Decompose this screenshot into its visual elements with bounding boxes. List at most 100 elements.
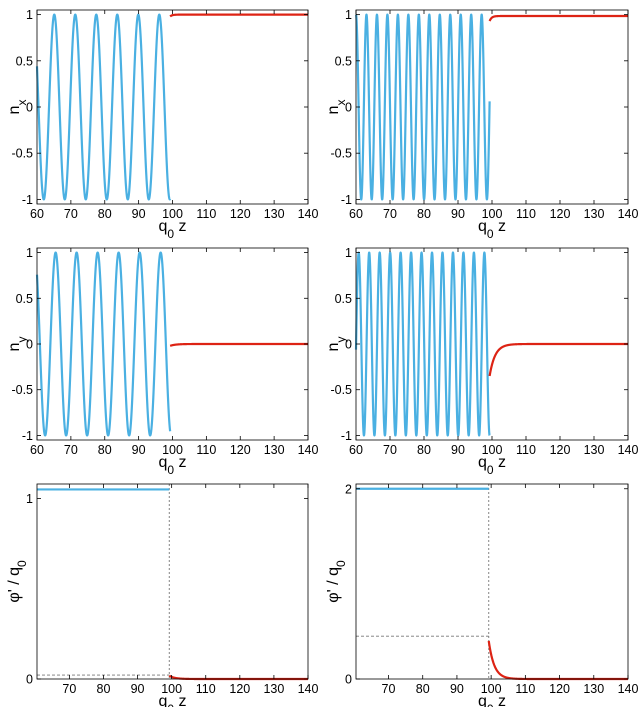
y-tick-label: -1 (341, 193, 352, 207)
y-tick-label: -0.5 (330, 383, 352, 397)
y-tick-label: -0.5 (11, 383, 33, 397)
y-tick-label: 1 (26, 492, 33, 506)
x-tick-label: 70 (382, 682, 396, 696)
x-tick-label: 90 (451, 443, 465, 457)
chart-panel-phi-left: 70 80 90 100 110 120 130 140 0 1 q0 z φ' / q0 (6, 483, 319, 707)
x-tick-label: 80 (417, 207, 431, 221)
series-line-outside (169, 342, 309, 347)
x-tick-label: 140 (298, 207, 319, 221)
x-tick-label: 60 (30, 207, 44, 221)
y-tick-label: 0 (26, 673, 33, 687)
x-tick-label: 100 (162, 443, 183, 457)
chart-panel-ny-left: 60 70 80 90 100 110 120 130 140 -1 -0.5 0 0.5 1 q0 z ny (6, 246, 318, 477)
plot-frame (355, 483, 629, 680)
y-tick-label: 0 (345, 338, 352, 352)
y-axis-label: φ' / q0 (325, 560, 348, 603)
x-tick-label: 80 (98, 207, 112, 221)
x-tick-label: 100 (481, 682, 502, 696)
y-tick-label: 0 (345, 673, 352, 687)
series-line-outside (168, 674, 309, 681)
x-tick-label: 120 (550, 207, 571, 221)
x-tick-label: 140 (618, 207, 639, 221)
x-tick-label: 120 (549, 682, 570, 696)
y-axis-label: ny (6, 337, 29, 352)
y-tick-label: 0 (26, 101, 33, 115)
x-tick-label: 90 (132, 443, 146, 457)
x-tick-label: 90 (450, 682, 464, 696)
x-axis-label: q0 z (478, 693, 506, 707)
series-line-inside (354, 251, 491, 437)
y-tick-label: 0.5 (335, 54, 352, 68)
y-axis-label: nx (6, 100, 29, 115)
x-tick-label: 70 (383, 207, 397, 221)
y-tick-label: 0.5 (16, 292, 33, 306)
y-tick-label: -1 (22, 193, 33, 207)
x-tick-label: 110 (515, 682, 535, 696)
y-tick-label: 0.5 (335, 292, 352, 306)
y-tick-label: -1 (341, 429, 352, 443)
x-axis-label: q0 z (158, 454, 186, 477)
x-tick-label: 110 (516, 207, 536, 221)
y-tick-label: 1 (345, 246, 352, 260)
x-tick-label: 90 (132, 207, 146, 221)
x-axis-label: q0 z (478, 218, 506, 241)
y-tick-label: 0 (345, 101, 352, 115)
chart-panel-ny-right: 60 70 80 90 100 110 120 130 140 -1 -0.5 0 0.5 1 q0 z ny (325, 246, 638, 477)
y-tick-label: 1 (345, 8, 352, 22)
y-tick-label: -0.5 (330, 147, 352, 161)
y-axis-label: nx (325, 100, 348, 115)
y-axis-label: φ' / q0 (6, 560, 29, 603)
x-tick-label: 100 (482, 443, 503, 457)
series-line-inside (35, 251, 172, 437)
x-tick-label: 70 (383, 443, 397, 457)
x-tick-label: 130 (584, 443, 605, 457)
series-line-inside (35, 13, 172, 201)
x-tick-label: 130 (264, 207, 285, 221)
x-tick-label: 140 (618, 682, 639, 696)
x-tick-label: 130 (264, 443, 285, 457)
x-tick-label: 70 (64, 443, 78, 457)
y-tick-label: 2 (345, 482, 352, 496)
y-tick-label: 0.5 (16, 54, 33, 68)
chart-panel-nx-right: 60 70 80 90 100 110 120 130 140 -1 -0.5 0 0.5 1 q0 z nx (325, 8, 638, 241)
x-tick-label: 100 (482, 207, 503, 221)
series-line-outside (169, 13, 309, 18)
x-tick-label: 80 (417, 443, 431, 457)
x-tick-label: 140 (298, 682, 319, 696)
x-tick-label: 100 (162, 207, 183, 221)
series-line-outside (488, 14, 630, 22)
x-axis-label: q0 z (158, 218, 186, 241)
x-tick-label: 80 (98, 443, 112, 457)
x-tick-label: 60 (30, 443, 44, 457)
x-tick-label: 70 (62, 682, 76, 696)
y-tick-label: 1 (26, 8, 33, 22)
x-tick-label: 140 (298, 443, 319, 457)
series-line-outside (488, 342, 630, 377)
x-tick-label: 100 (161, 682, 182, 696)
x-tick-label: 60 (349, 443, 363, 457)
x-tick-label: 90 (131, 682, 145, 696)
x-tick-label: 110 (196, 682, 216, 696)
x-tick-label: 80 (97, 682, 111, 696)
x-tick-label: 90 (451, 207, 465, 221)
x-tick-label: 110 (196, 443, 216, 457)
x-tick-label: 120 (230, 207, 251, 221)
x-tick-label: 120 (230, 443, 251, 457)
chart-panel-nx-left: 60 70 80 90 100 110 120 130 140 -1 -0.5 0 0.5 1 q0 z nx (6, 8, 318, 241)
x-tick-label: 120 (229, 682, 250, 696)
series-line-inside (355, 13, 491, 201)
plot-frame (36, 483, 309, 680)
x-tick-label: 140 (618, 443, 639, 457)
y-tick-label: 0 (26, 338, 33, 352)
y-tick-label: -1 (22, 429, 33, 443)
x-tick-label: 130 (263, 682, 284, 696)
x-tick-label: 130 (583, 682, 604, 696)
x-tick-label: 130 (584, 207, 605, 221)
y-tick-label: -0.5 (11, 147, 33, 161)
y-axis-label: ny (325, 337, 348, 352)
series-line-outside (487, 640, 630, 681)
x-tick-label: 80 (416, 682, 430, 696)
y-tick-label: 1 (26, 246, 33, 260)
x-tick-label: 120 (550, 443, 571, 457)
